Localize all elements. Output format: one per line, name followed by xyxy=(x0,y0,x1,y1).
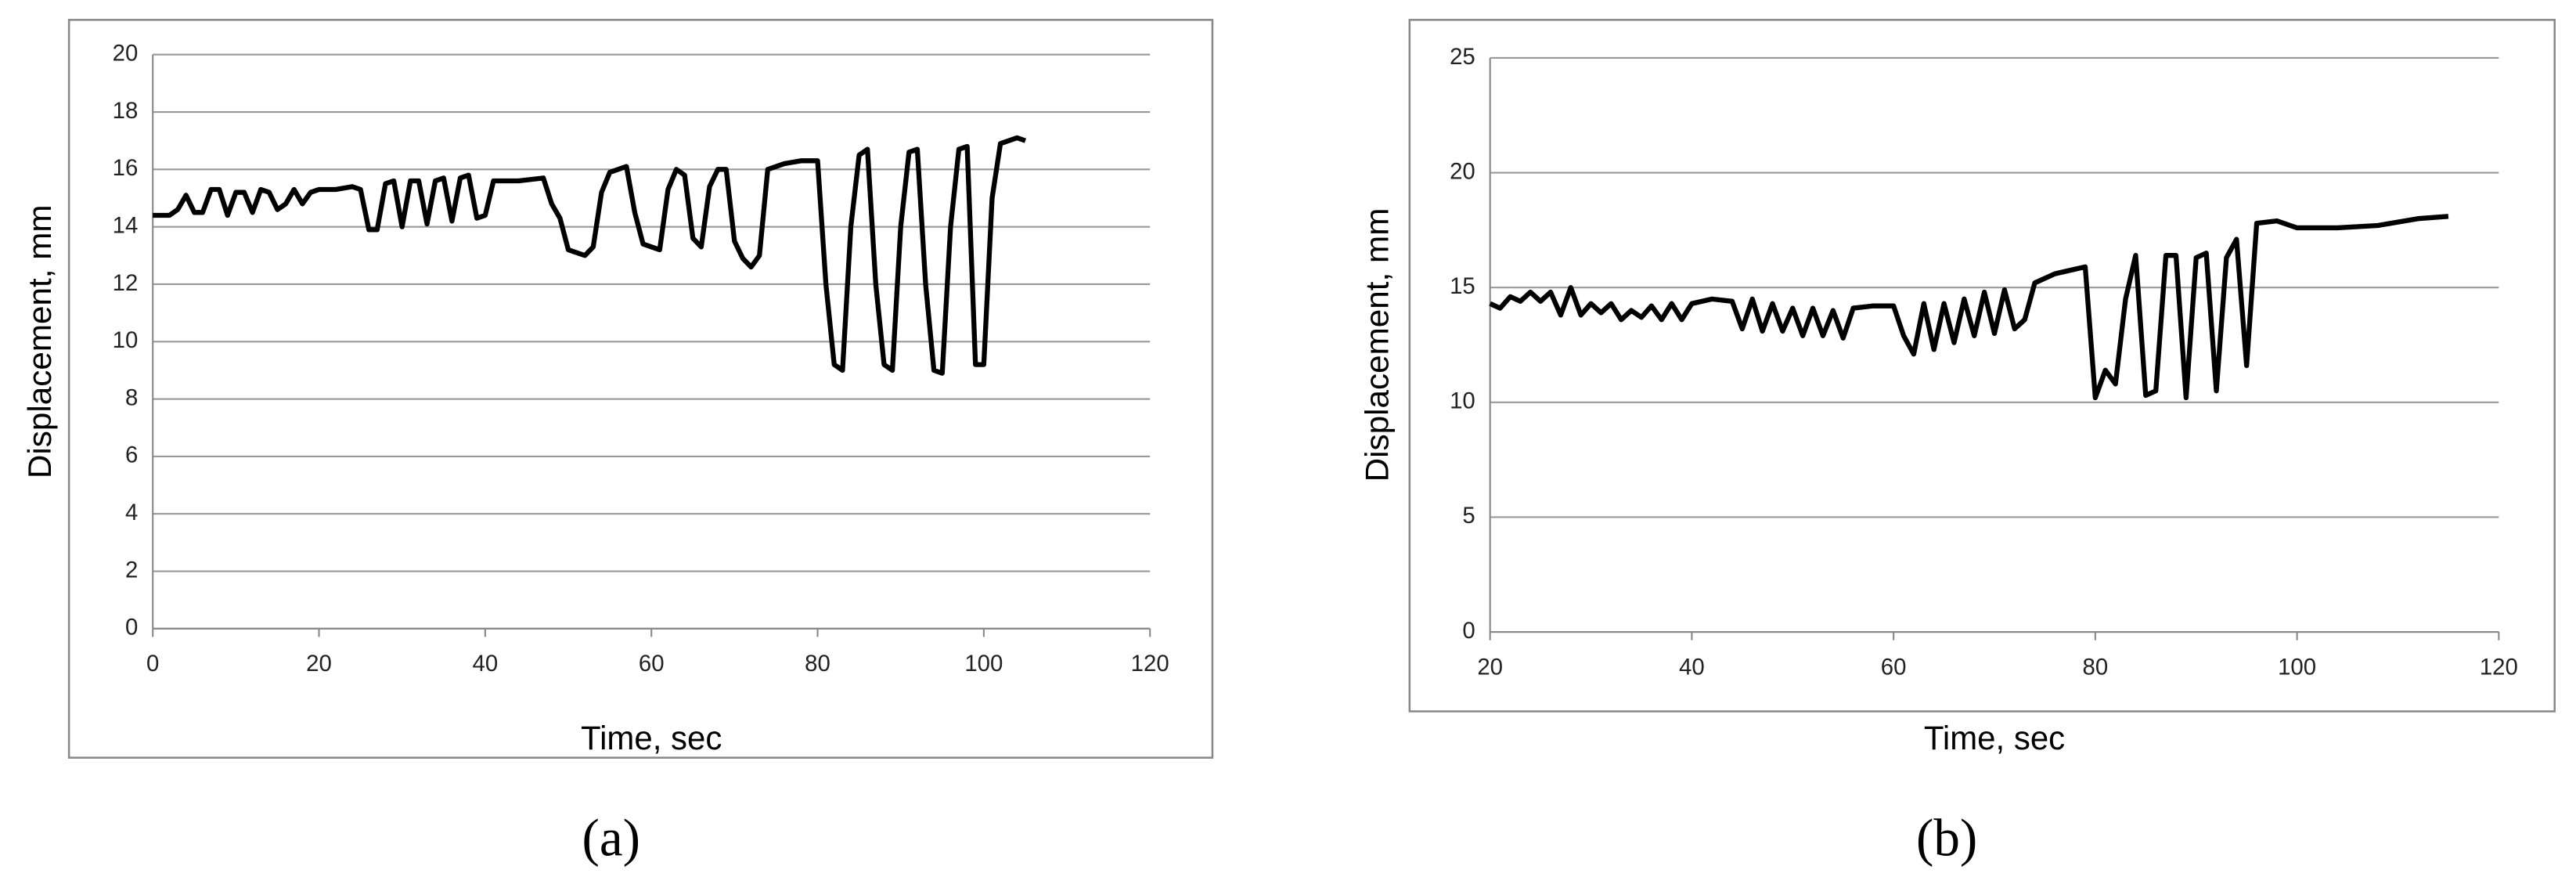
y-tick-label: 4 xyxy=(125,500,138,525)
x-tick-label: 60 xyxy=(639,651,665,677)
y-tick-label: 20 xyxy=(113,40,139,66)
y-tick-label: 6 xyxy=(125,442,138,468)
caption: (b) xyxy=(1916,808,1977,867)
y-tick-label: 12 xyxy=(113,270,139,296)
x-tick-label: 40 xyxy=(1679,654,1705,680)
y-axis-title: Displacement, mm xyxy=(1359,208,1396,482)
x-axis-title: Time, sec xyxy=(1924,720,2065,756)
y-tick-label: 10 xyxy=(1450,388,1475,414)
data-line xyxy=(153,135,1026,376)
y-tick-label: 8 xyxy=(125,384,138,410)
y-tick-label: 5 xyxy=(1462,503,1475,529)
y-tick-label: 14 xyxy=(113,212,139,238)
data-line xyxy=(1489,214,2449,401)
y-axis-title: Displacement, mm xyxy=(21,204,58,478)
x-tick-label: 120 xyxy=(2480,654,2518,680)
y-tick-label: 15 xyxy=(1450,273,1475,299)
y-tick-label: 25 xyxy=(1450,44,1475,70)
chart-frame xyxy=(1408,19,2556,713)
x-tick-label: 40 xyxy=(473,651,499,677)
chart-frame xyxy=(67,19,1214,759)
y-tick-label: 20 xyxy=(1450,158,1475,184)
y-tick-label: 2 xyxy=(125,557,138,583)
x-axis-title: Time, sec xyxy=(581,720,722,756)
x-tick-label: 60 xyxy=(1881,654,1907,680)
y-tick-label: 18 xyxy=(113,98,139,124)
x-tick-label: 100 xyxy=(964,651,1003,677)
x-tick-label: 80 xyxy=(805,651,830,677)
x-tick-label: 120 xyxy=(1131,651,1169,677)
y-tick-label: 16 xyxy=(113,155,139,181)
x-tick-label: 80 xyxy=(2083,654,2109,680)
x-tick-label: 0 xyxy=(146,651,159,677)
x-tick-label: 20 xyxy=(1477,654,1503,680)
x-tick-label: 20 xyxy=(306,651,332,677)
x-tick-label: 100 xyxy=(2278,654,2316,680)
y-tick-label: 0 xyxy=(1462,618,1475,644)
y-tick-label: 10 xyxy=(113,327,139,353)
caption: (a) xyxy=(582,808,641,867)
y-tick-label: 0 xyxy=(125,615,138,641)
